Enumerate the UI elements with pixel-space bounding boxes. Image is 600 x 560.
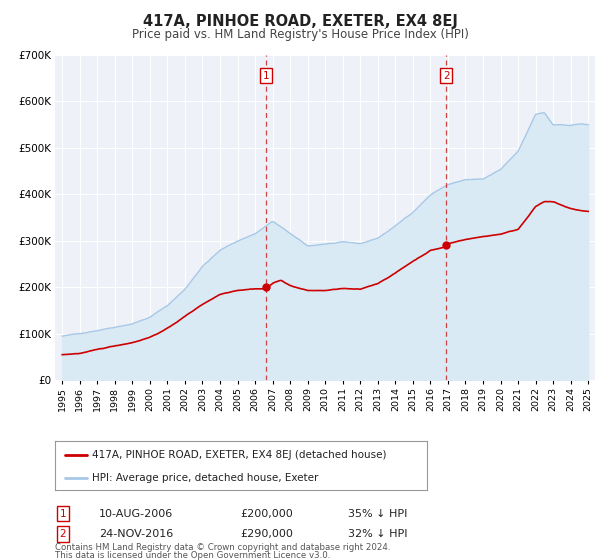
Text: 417A, PINHOE ROAD, EXETER, EX4 8EJ (detached house): 417A, PINHOE ROAD, EXETER, EX4 8EJ (deta…	[92, 450, 387, 460]
Text: 1: 1	[263, 71, 269, 81]
Text: 24-NOV-2016: 24-NOV-2016	[99, 529, 173, 539]
Text: 1: 1	[59, 508, 67, 519]
Text: 2: 2	[443, 71, 449, 81]
Text: £200,000: £200,000	[240, 508, 293, 519]
Text: Price paid vs. HM Land Registry's House Price Index (HPI): Price paid vs. HM Land Registry's House …	[131, 28, 469, 41]
Text: 10-AUG-2006: 10-AUG-2006	[99, 508, 173, 519]
Text: 2: 2	[59, 529, 67, 539]
Text: 32% ↓ HPI: 32% ↓ HPI	[348, 529, 407, 539]
Text: This data is licensed under the Open Government Licence v3.0.: This data is licensed under the Open Gov…	[55, 551, 331, 560]
Text: Contains HM Land Registry data © Crown copyright and database right 2024.: Contains HM Land Registry data © Crown c…	[55, 543, 391, 552]
Text: HPI: Average price, detached house, Exeter: HPI: Average price, detached house, Exet…	[92, 473, 319, 483]
Text: 417A, PINHOE ROAD, EXETER, EX4 8EJ: 417A, PINHOE ROAD, EXETER, EX4 8EJ	[143, 14, 457, 29]
Text: 35% ↓ HPI: 35% ↓ HPI	[348, 508, 407, 519]
Text: £290,000: £290,000	[240, 529, 293, 539]
